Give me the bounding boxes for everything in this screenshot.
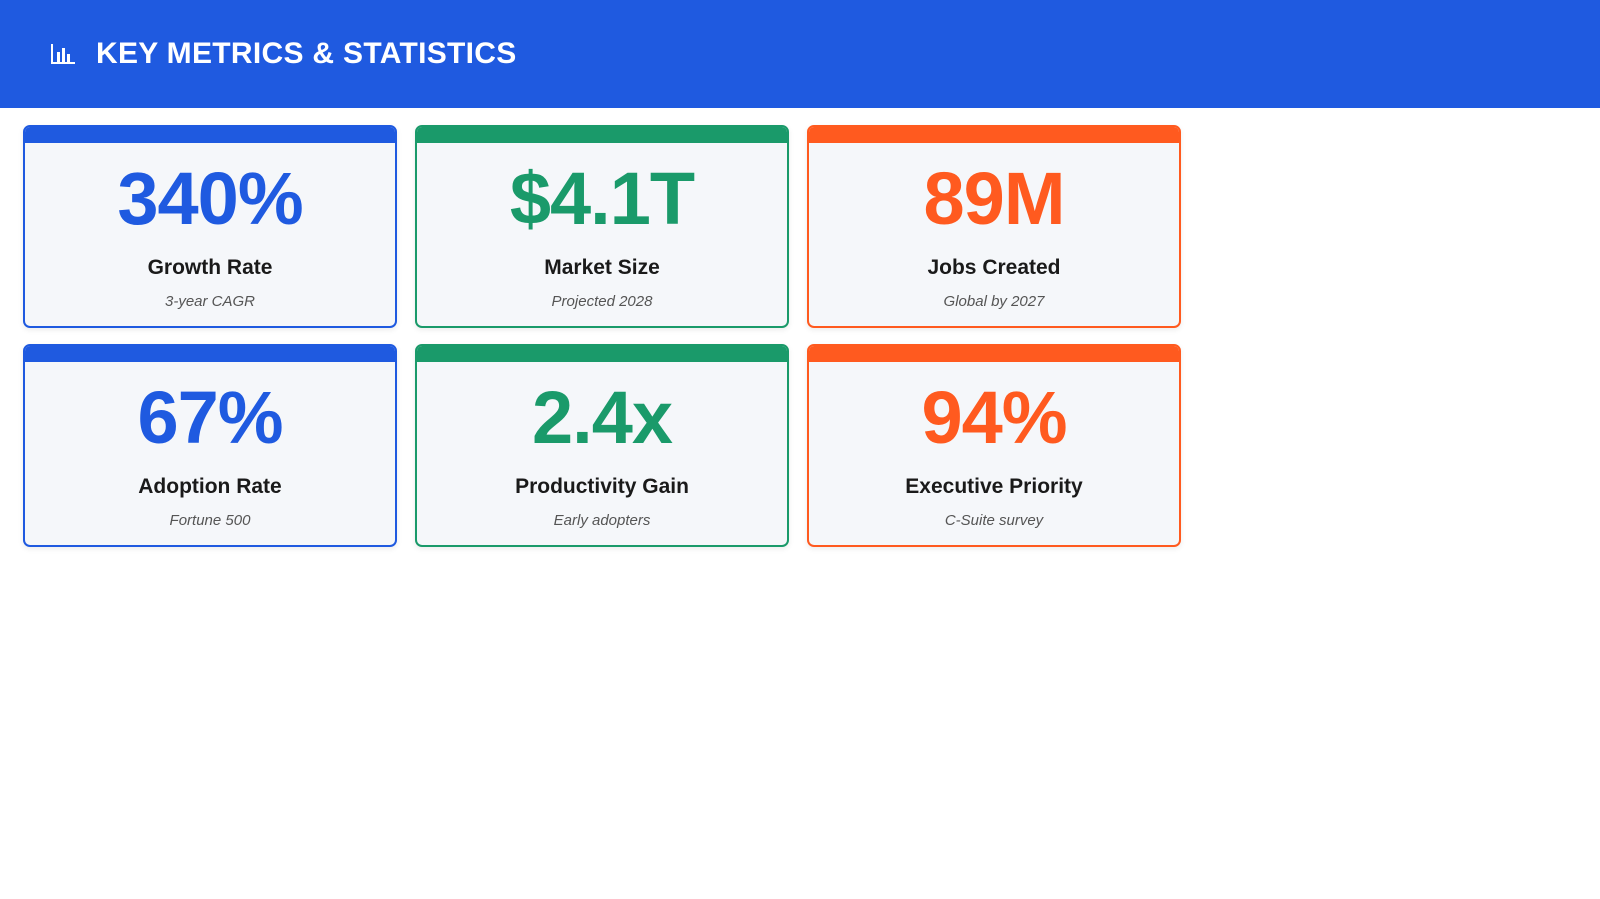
metric-value: 89M [923, 157, 1066, 240]
metric-caption: 3-year CAGR [164, 293, 256, 310]
page-header: KEY METRICS & STATISTICS [0, 0, 1600, 108]
page-title: KEY METRICS & STATISTICS [96, 37, 517, 70]
metric-card-growth-rate: 340% Growth Rate 3-year CAGR [23, 125, 397, 328]
metric-card-market-size: $4.1T Market Size Projected 2028 [415, 125, 789, 328]
metric-card-adoption-rate: 67% Adoption Rate Fortune 500 [23, 344, 397, 547]
card-accent-bar [25, 346, 395, 362]
card-accent-bar [25, 127, 395, 143]
metric-card-productivity-gain: 2.4x Productivity Gain Early adopters [415, 344, 789, 547]
bar-chart-icon [50, 42, 76, 66]
metrics-grid: 340% Growth Rate 3-year CAGR $4.1T Marke… [23, 125, 1181, 547]
metric-value: $4.1T [509, 157, 695, 240]
metric-value: 94% [921, 376, 1067, 459]
metric-caption: C-Suite survey [944, 512, 1044, 529]
metric-label: Executive Priority [905, 475, 1083, 498]
metric-caption: Early adopters [553, 512, 651, 529]
metric-caption: Fortune 500 [169, 512, 251, 529]
metric-value: 2.4x [531, 376, 673, 459]
metric-label: Growth Rate [147, 256, 273, 279]
metric-value: 340% [117, 157, 303, 240]
metric-card-jobs-created: 89M Jobs Created Global by 2027 [807, 125, 1181, 328]
metric-label: Adoption Rate [138, 475, 282, 498]
metric-label: Productivity Gain [515, 475, 689, 498]
metric-caption: Global by 2027 [943, 293, 1045, 310]
metric-label: Market Size [544, 256, 660, 279]
card-accent-bar [417, 346, 787, 362]
card-accent-bar [417, 127, 787, 143]
card-accent-bar [809, 127, 1179, 143]
metric-label: Jobs Created [927, 256, 1061, 279]
metric-caption: Projected 2028 [551, 293, 653, 310]
metric-value: 67% [137, 376, 283, 459]
metric-card-executive-priority: 94% Executive Priority C-Suite survey [807, 344, 1181, 547]
card-accent-bar [809, 346, 1179, 362]
